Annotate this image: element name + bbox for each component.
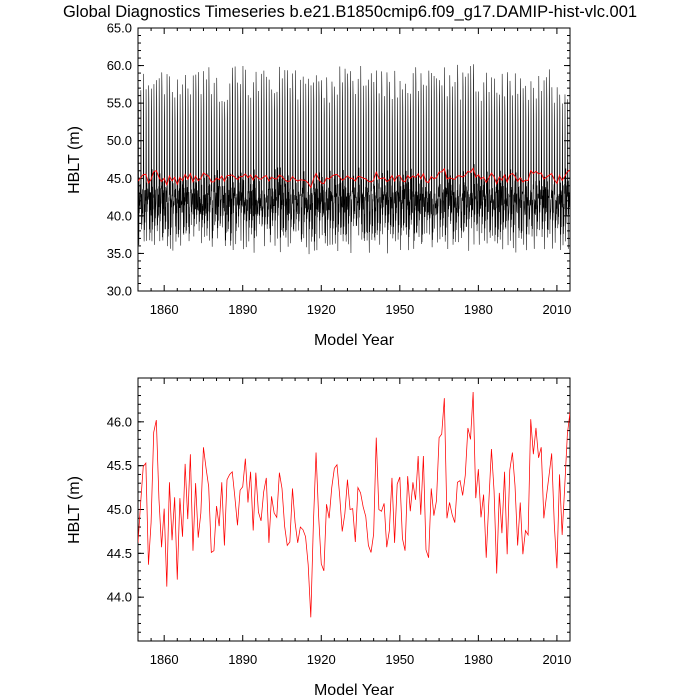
x-tick-label: 1890: [228, 652, 257, 667]
monthly-series-line: [138, 64, 570, 255]
y-tick-label: 45.5: [107, 458, 132, 473]
top-series-group: [138, 64, 570, 255]
top-x-axis-label: Model Year: [314, 332, 395, 349]
x-tick-label: 1860: [150, 652, 179, 667]
bottom-tick-marks: [137, 377, 571, 642]
y-tick-label: 35.0: [107, 246, 132, 261]
y-tick-label: 45.0: [107, 502, 132, 517]
x-tick-label: 1920: [307, 652, 336, 667]
annual-mean-series-line: [138, 392, 570, 618]
top-y-axis-label: HBLT (m): [66, 126, 83, 194]
figure-title: Global Diagnostics Timeseries b.e21.B185…: [63, 3, 637, 21]
y-tick-label: 40.0: [107, 208, 132, 223]
y-tick-label: 44.5: [107, 546, 132, 561]
top-tick-labels: 1860 1890 1920 1950 1980 2010 30.0 35.0 40.0 45.0…: [107, 21, 572, 318]
annual-mean-series-line: [138, 167, 570, 189]
bottom-y-axis-label: HBLT (m): [66, 476, 83, 544]
x-tick-label: 1860: [150, 302, 179, 317]
top-panel: HBLT (m) Model Year 1860 1890 1920 1950 1980…: [66, 21, 572, 350]
x-tick-label: 1920: [307, 302, 336, 317]
y-tick-label: 44.0: [107, 590, 132, 605]
x-tick-label: 1950: [385, 302, 414, 317]
y-tick-label: 30.0: [107, 284, 132, 299]
bottom-x-axis-label: Model Year: [314, 682, 395, 699]
x-tick-label: 1980: [464, 302, 493, 317]
y-tick-label: 55.0: [107, 96, 132, 111]
x-tick-label: 2010: [542, 302, 571, 317]
bottom-tick-labels: 1860 1890 1920 1950 1980 2010 44.0 44.5 45.0 45.5…: [107, 414, 572, 667]
x-tick-label: 1950: [385, 652, 414, 667]
y-tick-label: 60.0: [107, 58, 132, 73]
x-tick-label: 2010: [542, 652, 571, 667]
y-tick-label: 46.0: [107, 414, 132, 429]
bottom-series-group: [138, 392, 570, 618]
bottom-plot-frame: [137, 377, 571, 642]
x-tick-label: 1980: [464, 652, 493, 667]
bottom-panel: HBLT (m) Model Year 1860 1890 1920 1950 1980…: [66, 377, 572, 699]
x-tick-label: 1890: [228, 302, 257, 317]
y-tick-label: 65.0: [107, 21, 132, 36]
y-tick-label: 50.0: [107, 133, 132, 148]
y-tick-label: 45.0: [107, 171, 132, 186]
